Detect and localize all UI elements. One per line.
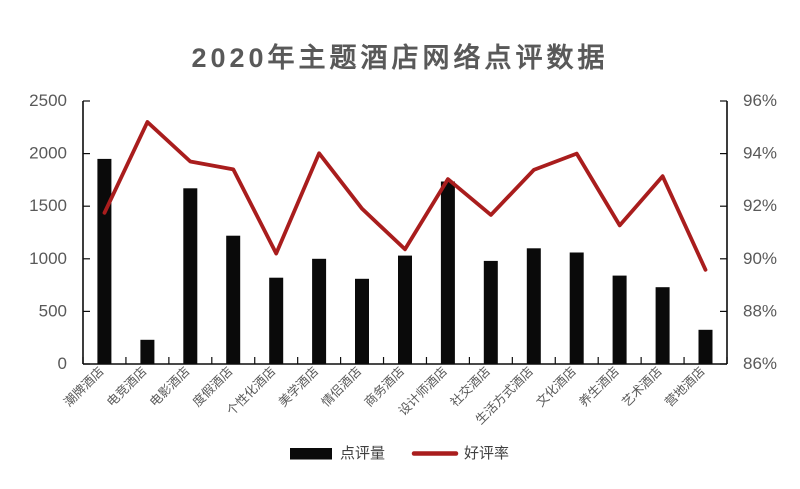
svg-text:潮牌酒店: 潮牌酒店 <box>61 364 107 410</box>
svg-text:500: 500 <box>39 301 67 320</box>
svg-text:96%: 96% <box>743 91 777 110</box>
svg-text:商务酒店: 商务酒店 <box>361 364 407 410</box>
svg-text:2000: 2000 <box>29 144 67 163</box>
svg-text:度假酒店: 度假酒店 <box>189 364 235 410</box>
svg-text:92%: 92% <box>743 196 777 215</box>
svg-text:88%: 88% <box>743 301 777 320</box>
svg-text:0: 0 <box>58 354 67 373</box>
svg-text:情侣酒店: 情侣酒店 <box>318 364 364 410</box>
svg-text:点评量: 点评量 <box>340 445 385 462</box>
svg-text:1500: 1500 <box>29 196 67 215</box>
svg-text:94%: 94% <box>743 144 777 163</box>
svg-text:2500: 2500 <box>29 91 67 110</box>
svg-text:艺术酒店: 艺术酒店 <box>619 364 664 409</box>
svg-text:营地酒店: 营地酒店 <box>662 364 707 409</box>
svg-text:90%: 90% <box>743 249 777 268</box>
svg-text:养生酒店: 养生酒店 <box>576 364 622 410</box>
svg-text:电影酒店: 电影酒店 <box>147 364 192 409</box>
svg-text:社交酒店: 社交酒店 <box>447 364 493 410</box>
svg-text:86%: 86% <box>743 354 777 373</box>
svg-text:1000: 1000 <box>29 249 67 268</box>
svg-text:电竞酒店: 电竞酒店 <box>104 364 149 409</box>
svg-text:文化酒店: 文化酒店 <box>533 364 579 410</box>
svg-text:好评率: 好评率 <box>464 445 509 462</box>
svg-text:美学酒店: 美学酒店 <box>275 364 321 410</box>
